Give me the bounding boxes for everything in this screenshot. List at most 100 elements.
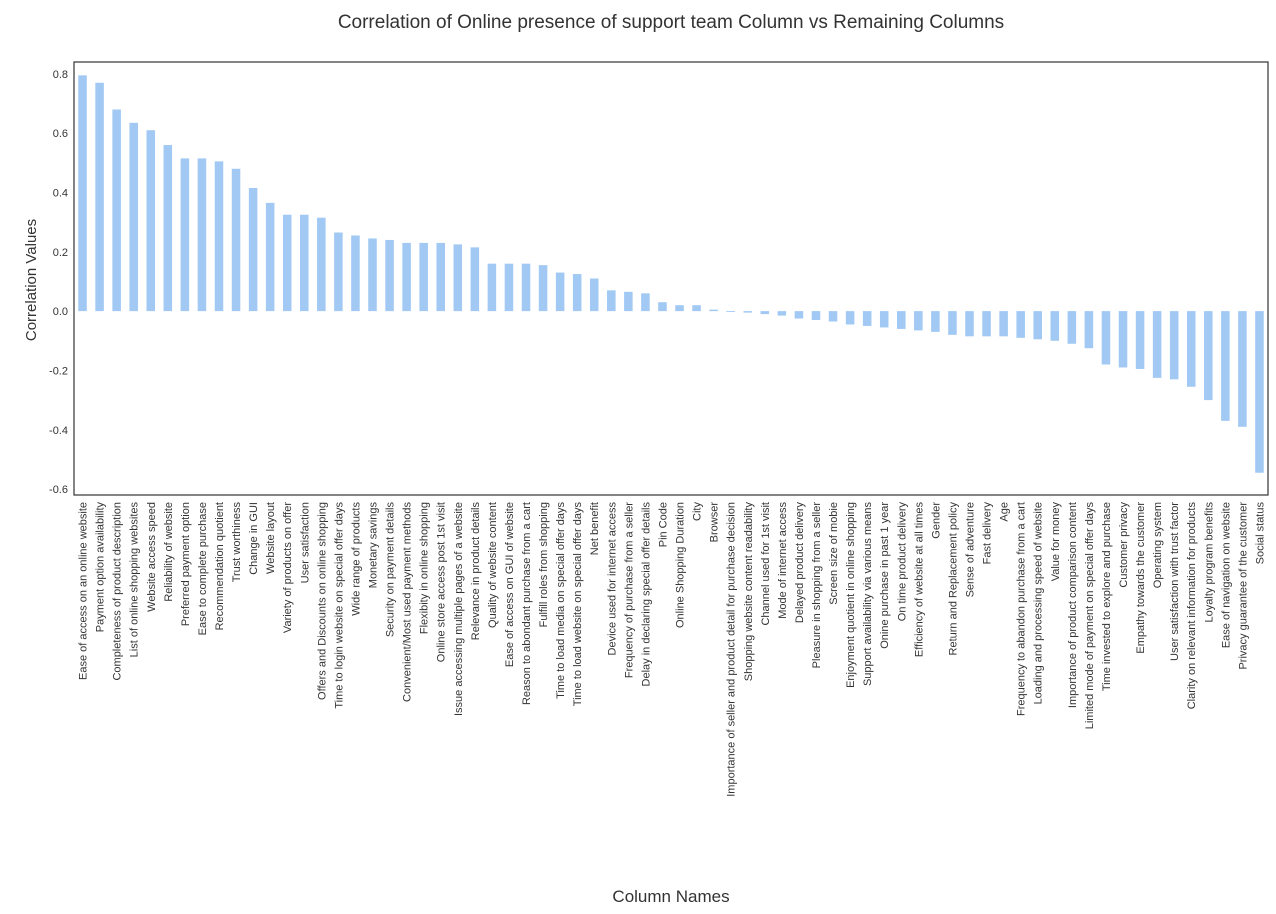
bar — [129, 122, 138, 312]
x-category-label: Website layout — [265, 502, 277, 574]
y-tick-label: 0.2 — [53, 247, 68, 259]
y-axis-label: Correlation Values — [23, 219, 40, 341]
bar — [794, 311, 804, 319]
plot-frame — [73, 61, 1269, 496]
bar — [811, 311, 821, 321]
x-category-label: Net benefit — [589, 502, 601, 555]
bar — [453, 244, 463, 312]
x-category-label: Convenient/Most used payment methods — [402, 502, 414, 702]
y-tick-label: -0.4 — [49, 425, 68, 437]
bar — [726, 311, 735, 313]
bar — [965, 311, 974, 337]
x-category-label: Offers and Discounts on online shopping — [316, 502, 328, 700]
x-category-label: Security on payment details — [385, 502, 397, 638]
bar — [777, 311, 787, 316]
bar — [879, 311, 889, 328]
bar — [1016, 311, 1025, 338]
x-category-label: Trust worthiness — [231, 502, 243, 583]
bar — [1084, 311, 1094, 349]
bar — [521, 263, 531, 312]
bar — [1050, 311, 1060, 341]
bar — [760, 311, 770, 315]
bar — [624, 291, 633, 312]
x-category-label: Time invested to explore and purchase — [1101, 502, 1113, 691]
x-category-label: Channel used for 1st visit — [760, 502, 772, 626]
x-category-label: Device used for internet access — [606, 502, 618, 656]
x-category-label: Browser — [709, 502, 721, 543]
x-category-label: Variety of products on offer — [282, 502, 294, 633]
chart-title: Correlation of Online presence of suppor… — [338, 12, 1004, 33]
bar — [95, 82, 104, 312]
bar — [1238, 311, 1247, 427]
x-category-label: User satisfaction with trust factor — [1169, 502, 1181, 661]
bar — [180, 158, 190, 312]
x-category-label: Operating system — [1152, 502, 1164, 588]
bar — [231, 168, 241, 312]
bar — [862, 311, 872, 326]
x-category-label: Shopping website content readability — [743, 502, 755, 682]
x-category-label: Time to load website on special offer da… — [572, 502, 584, 707]
x-category-label: Customer privacy — [1118, 502, 1130, 588]
bar — [572, 274, 582, 312]
bar — [658, 302, 667, 312]
bar — [999, 311, 1008, 337]
bar — [1033, 311, 1042, 340]
bar — [470, 247, 480, 312]
x-category-label: List of online shopping websites — [129, 502, 141, 658]
bar — [1101, 311, 1111, 365]
x-category-label: Recommendation quotient — [214, 502, 226, 630]
bar — [368, 238, 377, 312]
x-category-label: Support availability via various means — [862, 502, 874, 687]
x-category-label: Preferred payment option — [180, 502, 192, 626]
x-category-label: Relevance in product details — [470, 502, 482, 641]
x-category-label: Time to load media on special offer days — [555, 502, 567, 699]
y-tick-label: 0.0 — [53, 306, 68, 318]
bars-group — [78, 75, 1264, 473]
x-category-label: Fulfill roles from shopping — [538, 502, 550, 627]
x-category-label: Delay in declaring special offer details — [640, 502, 652, 687]
x-category-label: Loyalty program benefits — [1203, 502, 1215, 623]
x-category-label: Wide range of products — [350, 502, 362, 616]
x-category-label: Frequency of purchase from a seller — [623, 502, 635, 678]
bar — [914, 311, 923, 331]
x-category-label: Sense of adventure — [965, 502, 977, 597]
x-category-label: Importance of product comparison content — [1067, 502, 1079, 708]
y-tick-label: -0.6 — [49, 484, 68, 496]
x-category-label: Ease of access on an online website — [78, 502, 90, 680]
x-category-label: User satisfaction — [299, 502, 311, 583]
bar — [487, 263, 497, 312]
bar — [555, 272, 565, 312]
x-category-label: Onine purchase in past 1 year — [879, 502, 891, 649]
bar — [1135, 311, 1145, 369]
bar — [982, 311, 991, 337]
x-category-label: City — [692, 502, 704, 521]
bar — [282, 214, 292, 312]
bar — [214, 161, 224, 312]
bar — [897, 311, 906, 329]
bar — [146, 130, 156, 312]
bar — [248, 188, 258, 312]
bar — [538, 265, 548, 312]
x-category-label: Reliability of website — [163, 502, 175, 602]
bar — [1152, 311, 1162, 378]
x-category-label: Completeness of product description — [112, 502, 124, 681]
x-category-label: Social status — [1254, 502, 1266, 565]
bar — [743, 311, 753, 313]
x-category-label: Enjoyment quotient in online shopping — [845, 502, 857, 688]
bar — [265, 202, 275, 312]
x-category-label: Value for money — [1050, 502, 1062, 582]
x-category-label: Ease of navigation on website — [1220, 502, 1232, 648]
bar — [641, 293, 650, 312]
bar — [1221, 311, 1230, 421]
bar — [300, 214, 309, 312]
bar — [334, 232, 343, 312]
x-category-label: Website access speed — [146, 502, 158, 612]
y-axis-ticks: 0.8 0.6 0.4 0.2 0.0 -0.2 -0.4 -0.6 — [49, 69, 68, 496]
bar — [675, 305, 684, 312]
x-category-label: Importance of seller and product detail … — [726, 502, 738, 797]
x-category-label: Frequency to abandon purchase from a car… — [1016, 502, 1028, 716]
bar — [845, 311, 855, 325]
x-category-label: Privacy guarantee of the customer — [1237, 502, 1249, 670]
x-category-label: Quality of website content — [487, 502, 499, 628]
